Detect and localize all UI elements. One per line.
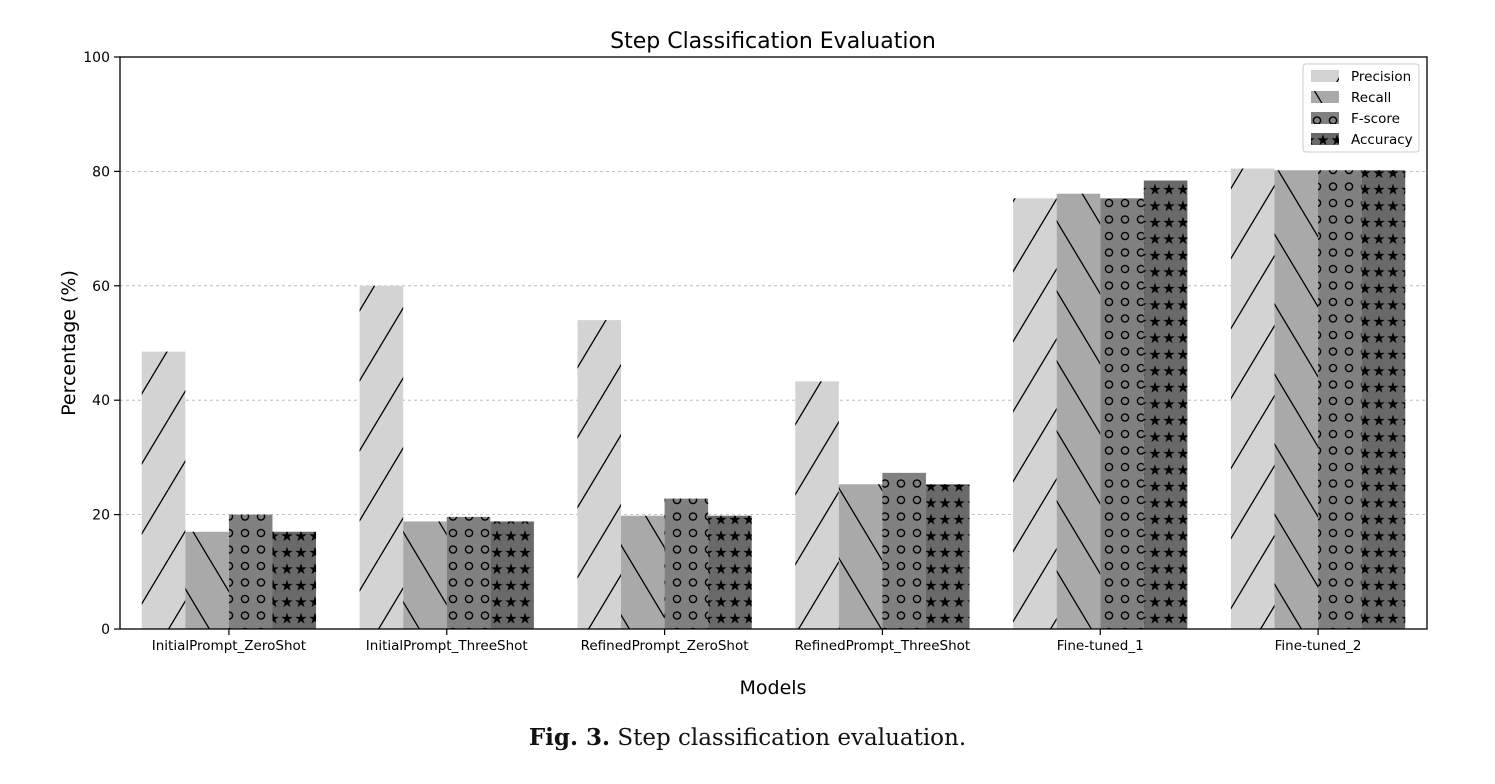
bar-hatch (664, 498, 709, 629)
legend-entry: F-score (1311, 111, 1400, 127)
legend-entry: Precision (1311, 69, 1411, 85)
legend-entry: Accuracy (1311, 132, 1413, 148)
y-tick-label: 20 (92, 508, 110, 524)
x-tick-label: RefinedPrompt_ThreeShot (795, 638, 971, 654)
x-tick-label: RefinedPrompt_ZeroShot (581, 638, 749, 654)
bars (141, 168, 1406, 629)
y-tick-label: 40 (92, 393, 110, 409)
bar-hatch (403, 521, 447, 629)
legend-label: Accuracy (1351, 132, 1413, 148)
bar-hatch (490, 521, 534, 629)
bar-hatch (359, 285, 404, 629)
y-tick-label: 100 (83, 50, 110, 66)
bar-hatch (1056, 193, 1101, 629)
bar-hatch (925, 484, 970, 629)
y-tick-label: 0 (101, 622, 110, 638)
legend-entry: Recall (1311, 90, 1391, 106)
y-tick-label: 80 (92, 164, 110, 180)
bar-hatch (1274, 170, 1319, 629)
bar-hatch (577, 320, 622, 629)
x-tick-label: InitialPrompt_ThreeShot (366, 638, 528, 654)
y-axis-ticks: 0 20 40 60 80 100 (83, 50, 120, 638)
legend-swatch-hatch (1311, 112, 1339, 124)
bar-hatch (185, 531, 229, 629)
bar-hatch (272, 531, 317, 629)
x-axis-ticks: InitialPrompt_ZeroShot InitialPrompt_Thre… (152, 629, 1362, 654)
bar-hatch (1318, 170, 1362, 629)
bar-hatch (1230, 168, 1275, 629)
legend-swatch-hatch (1311, 133, 1339, 145)
bar-hatch (795, 381, 839, 629)
figure-number: Fig. 3. (528, 724, 611, 751)
bar-hatch (446, 516, 491, 629)
bar-hatch (1013, 198, 1057, 629)
chart-title: Step Classification Evaluation (610, 29, 936, 54)
bar-hatch (141, 351, 186, 629)
y-tick-label: 60 (92, 279, 110, 295)
legend-box (1302, 63, 1420, 153)
plot-frame (119, 56, 1428, 630)
figure-caption-text: Step classification evaluation. (617, 725, 967, 751)
grid-lines (120, 170, 1427, 515)
legend-swatch-hatch (1311, 70, 1339, 82)
figure-caption: Fig. 3. Step classification evaluation. (0, 724, 1495, 751)
legend-label: Precision (1351, 69, 1411, 85)
legend-swatch-hatch (1311, 91, 1339, 103)
bar-hatch (838, 484, 883, 629)
bar-hatch (621, 515, 665, 629)
legend-label: Recall (1351, 90, 1391, 106)
bar-chart: ★ Step Classification Evaluation 0204060… (58, 29, 1428, 699)
bar-hatch (708, 515, 752, 629)
x-axis-label: Models (740, 677, 807, 699)
bar-hatch (1100, 198, 1144, 629)
bar-hatch (1361, 170, 1406, 629)
legend-label: F-score (1351, 111, 1400, 127)
bar-hatch (228, 514, 273, 629)
x-tick-label: InitialPrompt_ZeroShot (152, 638, 306, 654)
bar-hatch (1143, 180, 1188, 629)
y-axis-label: Percentage (%) (58, 270, 80, 416)
legend: Precision Recall F-score Accuracy (1302, 63, 1420, 153)
bar-hatch (882, 472, 926, 629)
x-tick-label: Fine-tuned_2 (1275, 638, 1362, 654)
x-tick-label: Fine-tuned_1 (1057, 638, 1144, 654)
